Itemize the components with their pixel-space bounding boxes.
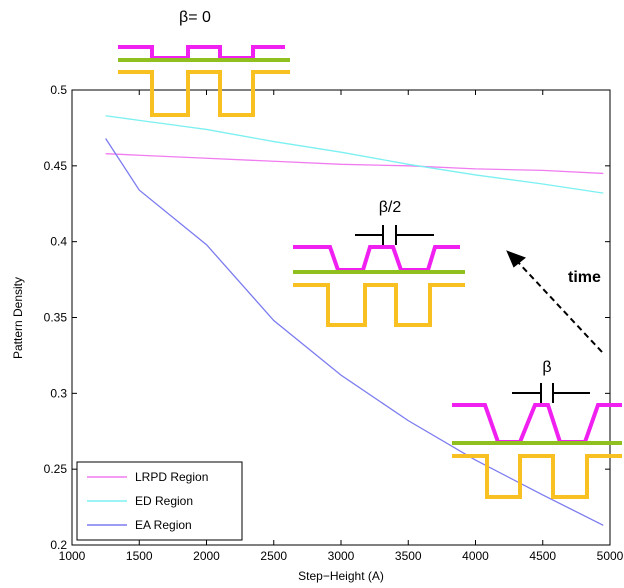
- diagram-top-yellow: [118, 70, 290, 117]
- time-arrowhead: [506, 250, 526, 268]
- diagrams: [118, 45, 622, 499]
- y-tick-label: 0.4: [50, 235, 67, 249]
- annotation: β= 0: [179, 9, 211, 26]
- diagram-bot-yellow: [452, 454, 622, 499]
- x-tick-label: 4000: [462, 549, 489, 563]
- dimension-arrows: [355, 225, 603, 403]
- y-tick-label: 0.3: [50, 386, 67, 400]
- time-arrow: [515, 259, 603, 353]
- diagram-mid-yellow: [293, 283, 465, 327]
- y-tick-label: 0.45: [44, 159, 68, 173]
- x-tick-label: 2500: [260, 549, 287, 563]
- x-axis-label: Step−Height (A): [298, 569, 384, 583]
- diagram-mid-magenta: [293, 245, 460, 272]
- x-tick-label: 1500: [126, 549, 153, 563]
- annotation: β: [542, 359, 551, 376]
- y-axis-label: Pattern Density: [11, 277, 25, 359]
- y-tick-label: 0.2: [50, 538, 67, 552]
- series-line: [105, 115, 604, 194]
- x-tick-label: 5000: [597, 549, 624, 563]
- legend-label: LRPD Region: [135, 470, 208, 484]
- annotation: time: [568, 269, 601, 286]
- x-tick-label: 2000: [193, 549, 220, 563]
- y-tick-label: 0.25: [44, 462, 68, 476]
- diagram-top-magenta: [118, 45, 285, 60]
- annotation: β/2: [379, 199, 402, 216]
- legend-label: ED Region: [135, 494, 193, 508]
- x-tick-label: 4500: [529, 549, 556, 563]
- diagram-bot-magenta: [452, 403, 622, 444]
- series-line: [105, 153, 604, 175]
- x-tick-label: 1000: [59, 549, 86, 563]
- x-tick-label: 3000: [328, 549, 355, 563]
- y-tick-label: 0.35: [44, 311, 68, 325]
- x-tick-label: 3500: [395, 549, 422, 563]
- y-tick-label: 0.5: [50, 83, 67, 97]
- legend-label: EA Region: [135, 518, 192, 532]
